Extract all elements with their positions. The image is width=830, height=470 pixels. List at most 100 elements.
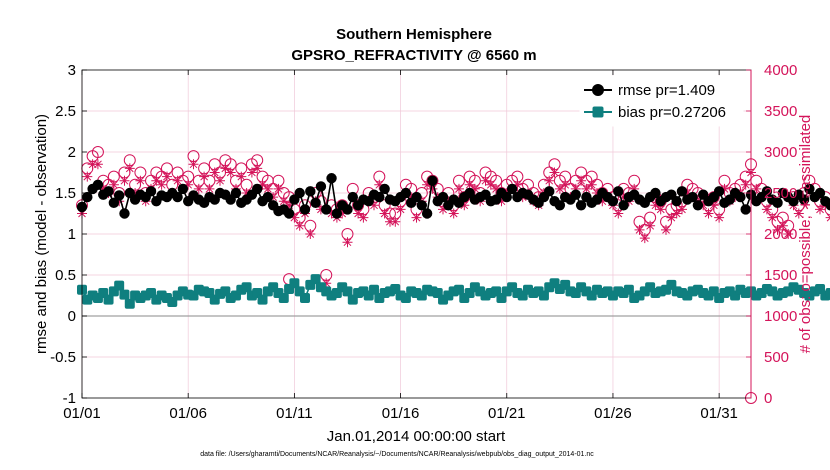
assimilated-obs-point <box>496 196 507 207</box>
assimilated-obs-point <box>422 179 433 190</box>
assimilated-obs-point <box>454 183 464 194</box>
rmse-point <box>315 181 327 192</box>
rmse-point <box>735 191 746 203</box>
assimilated-obs-point <box>108 179 119 190</box>
assimilated-obs-point <box>188 159 199 170</box>
assimilated-obs-point <box>677 204 687 215</box>
rmse-point <box>400 187 412 199</box>
assimilated-obs-point <box>544 175 555 186</box>
rmse-point <box>427 175 438 186</box>
rmse-point <box>108 197 120 209</box>
rmse-point <box>613 186 624 197</box>
y-tick-label: 1 <box>68 226 76 243</box>
y2-tick-label: 1000 <box>764 308 797 325</box>
rmse-point <box>374 191 385 203</box>
assimilated-obs-point <box>448 208 459 219</box>
assimilated-obs-point <box>777 220 788 231</box>
assimilated-obs-point <box>215 175 225 186</box>
y-tick-label: -1 <box>63 390 76 407</box>
assimilated-obs-point <box>278 196 289 207</box>
rmse-point <box>252 183 263 195</box>
assimilated-obs-point <box>241 188 252 198</box>
assimilated-obs-point <box>671 208 682 219</box>
assimilated-obs-point <box>597 196 608 207</box>
assimilated-obs-point <box>815 204 825 215</box>
assimilated-obs-point <box>666 212 677 223</box>
bias-point <box>310 274 321 285</box>
assimilated-obs-point <box>305 229 316 239</box>
assimilated-obs-point <box>576 175 587 186</box>
assimilated-obs-point <box>236 171 247 182</box>
rmse-point <box>814 187 826 199</box>
assimilated-obs-point <box>284 200 295 211</box>
legend: rmse pr=1.409 bias pr=0.27206 <box>579 75 744 127</box>
y-axis-ticks: -1 -0.5 0 0.5 1 1.5 2 2.5 3 <box>50 62 87 407</box>
bias-point <box>825 288 830 299</box>
assimilated-obs-point <box>554 183 565 194</box>
bias-point <box>369 284 380 295</box>
assimilated-obs-point <box>204 183 215 194</box>
x-tick-label: 01/06 <box>169 405 207 422</box>
rmse-point <box>103 186 114 197</box>
rmse-point <box>230 187 242 199</box>
rmse-point <box>798 194 810 205</box>
x-axis-label: Jan.01,2014 00:00:00 start <box>327 428 506 445</box>
x-tick-label: 01/11 <box>276 405 312 422</box>
rmse-point <box>618 200 629 211</box>
rmse-point <box>772 197 783 209</box>
rmse-point <box>544 186 555 197</box>
assimilated-obs-point <box>783 229 794 239</box>
assimilated-obs-point <box>618 192 629 203</box>
assimilated-obs-point <box>358 212 369 223</box>
bias-point <box>623 284 634 295</box>
rmse-point <box>421 208 433 219</box>
assimilated-obs-point <box>353 208 364 219</box>
assimilated-obs-point <box>209 167 220 178</box>
assimilated-obs-point <box>650 200 661 211</box>
rmse-point <box>554 200 566 211</box>
assimilated-obs-point <box>156 179 167 190</box>
rmse-point <box>299 204 311 215</box>
bias-point <box>257 294 268 305</box>
assimilated-obs-point <box>379 208 390 219</box>
assimilated-obs-point <box>92 159 103 170</box>
y-axis-label: rmse and bias (model - observation) <box>33 114 50 354</box>
assimilated-obs-point <box>114 196 125 207</box>
assimilated-obs-point <box>581 183 592 194</box>
assimilated-obs-point <box>586 179 597 190</box>
bias-point <box>538 290 549 301</box>
bias-point <box>453 284 464 295</box>
rmse-point <box>342 204 353 215</box>
footer-data-file: data file: /Users/gharamti/Documents/NCA… <box>200 451 594 458</box>
rmse-point <box>501 191 512 203</box>
assimilated-obs-point <box>246 167 257 178</box>
assimilated-obs-point <box>342 237 353 248</box>
assimilated-obs-point <box>767 212 778 223</box>
y-tick-label: -0.5 <box>50 349 76 366</box>
assimilated-obs-point <box>321 278 332 289</box>
assimilated-obs-point <box>793 208 804 219</box>
rmse-point <box>575 200 587 211</box>
bias-point <box>114 280 125 291</box>
y-tick-label: 1.5 <box>55 185 76 202</box>
assimilated-obs-point <box>661 224 671 235</box>
rmse-point <box>650 187 661 199</box>
bias-point <box>300 292 310 303</box>
rmse-point <box>713 186 725 197</box>
legend-box <box>579 75 744 127</box>
rmse-point <box>177 183 189 195</box>
assimilated-obs-point <box>427 183 438 194</box>
assimilated-obs-point <box>337 208 348 219</box>
rmse-point <box>310 197 321 209</box>
assimilated-obs-point <box>98 183 109 194</box>
assimilated-obs-point <box>560 179 571 190</box>
rmse-point <box>145 186 157 197</box>
assimilated-obs-point <box>438 204 448 215</box>
y-tick-label: 2 <box>68 144 76 161</box>
assimilated-obs-point <box>262 183 273 194</box>
assimilated-obs-point <box>252 163 263 174</box>
rmse-point <box>416 200 428 211</box>
y-tick-label: 2.5 <box>55 103 76 120</box>
assimilated-obs-point <box>172 175 183 186</box>
